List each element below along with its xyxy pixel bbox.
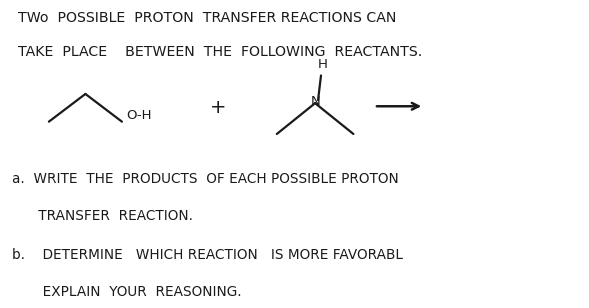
Text: N: N (310, 95, 320, 108)
Text: TAKE  PLACE    BETWEEN  THE  FOLLOWING  REACTANTS.: TAKE PLACE BETWEEN THE FOLLOWING REACTAN… (18, 45, 422, 59)
Text: b.    DETERMINE   WHICH REACTION   IS MORE FAVORABL: b. DETERMINE WHICH REACTION IS MORE FAVO… (12, 248, 403, 262)
Text: TRANSFER  REACTION.: TRANSFER REACTION. (12, 209, 193, 223)
Text: EXPLAIN  YOUR  REASONING.: EXPLAIN YOUR REASONING. (12, 285, 241, 299)
Text: a.  WRITE  THE  PRODUCTS  OF EACH POSSIBLE PROTON: a. WRITE THE PRODUCTS OF EACH POSSIBLE P… (12, 172, 399, 186)
Text: H: H (318, 58, 328, 71)
Text: TWo  POSSIBLE  PROTON  TRANSFER REACTIONS CAN: TWo POSSIBLE PROTON TRANSFER REACTIONS C… (18, 11, 396, 25)
Text: +: + (210, 98, 226, 117)
Text: O-H: O-H (127, 109, 152, 122)
